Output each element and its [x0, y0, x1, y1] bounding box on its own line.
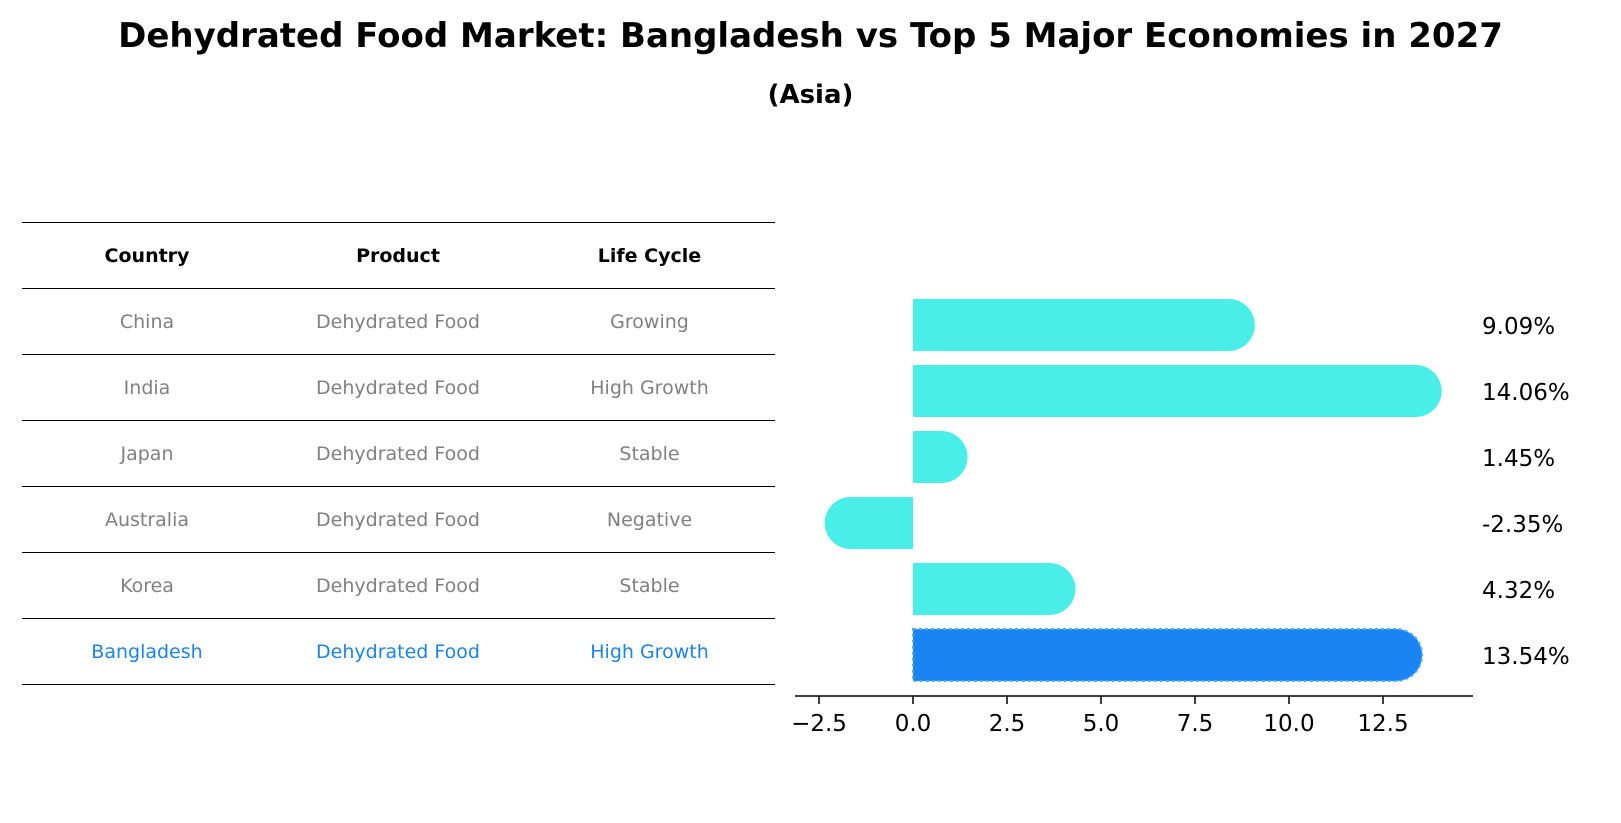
cell-life-cycle: High Growth — [590, 376, 709, 399]
x-axis: −2.5 0.0 2.5 5.0 7.5 10.0 12.5 — [791, 695, 1473, 737]
cell-product: Dehydrated Food — [316, 376, 480, 399]
bars-layer — [824, 299, 1442, 682]
cell-life-cycle: Negative — [606, 508, 693, 531]
x-tick-label: 5.0 — [1083, 711, 1120, 737]
cell-life-cycle: Growing — [610, 310, 689, 333]
value-label-japan: 1.45% — [1482, 446, 1555, 472]
cell-life-cycle: Stable — [619, 442, 680, 465]
value-labels-layer: 9.09% 14.06% 1.45% -2.35% 4.32% 13.54% — [1482, 314, 1570, 670]
value-label-china: 9.09% — [1482, 314, 1555, 340]
table-row: Japan Dehydrated Food Stable — [22, 420, 775, 486]
bar-australia — [824, 497, 913, 549]
value-label-australia: -2.35% — [1482, 512, 1563, 538]
x-tick-label: 2.5 — [989, 711, 1026, 737]
bar-korea — [913, 563, 1076, 615]
bar-japan — [913, 431, 968, 483]
x-tick-label: 10.0 — [1263, 711, 1314, 737]
header-country: Country — [104, 244, 190, 267]
cell-country: Australia — [104, 508, 190, 531]
table-header-row: Country Product Life Cycle — [22, 222, 775, 288]
x-tick-label: 0.0 — [895, 711, 932, 737]
cell-product: Dehydrated Food — [316, 310, 480, 333]
cell-product: Dehydrated Food — [316, 442, 480, 465]
value-label-bangladesh: 13.54% — [1482, 644, 1570, 670]
cell-product: Dehydrated Food — [316, 508, 480, 531]
header-life-cycle: Life Cycle — [597, 244, 702, 267]
cell-product: Dehydrated Food — [316, 574, 480, 597]
header-product: Product — [356, 244, 440, 267]
cell-life-cycle: High Growth — [590, 640, 709, 663]
table-row: Australia Dehydrated Food Negative — [22, 486, 775, 552]
table-row: China Dehydrated Food Growing — [22, 288, 775, 354]
table-row-highlighted: Bangladesh Dehydrated Food High Growth — [22, 618, 775, 685]
x-tick-label: 12.5 — [1357, 711, 1408, 737]
value-label-india: 14.06% — [1482, 380, 1570, 406]
data-table: Country Product Life Cycle China Dehydra… — [22, 222, 775, 685]
chart-subtitle: (Asia) — [767, 80, 854, 110]
x-tick-label: 7.5 — [1177, 711, 1214, 737]
table-row: Korea Dehydrated Food Stable — [22, 552, 775, 618]
bar-india — [913, 365, 1442, 417]
cell-product: Dehydrated Food — [316, 640, 480, 663]
table-row: India Dehydrated Food High Growth — [22, 354, 775, 420]
cell-country: India — [123, 376, 171, 399]
cell-country: Korea — [120, 574, 174, 597]
cell-country: Bangladesh — [91, 640, 203, 663]
chart-title: Dehydrated Food Market: Bangladesh vs To… — [118, 16, 1503, 56]
cell-life-cycle: Stable — [619, 574, 680, 597]
bar-bangladesh — [912, 628, 1424, 682]
cell-country: China — [119, 310, 175, 333]
bar-china — [913, 299, 1255, 351]
cell-country: Japan — [120, 442, 174, 465]
value-label-korea: 4.32% — [1482, 578, 1555, 604]
x-tick-label: −2.5 — [791, 711, 847, 737]
